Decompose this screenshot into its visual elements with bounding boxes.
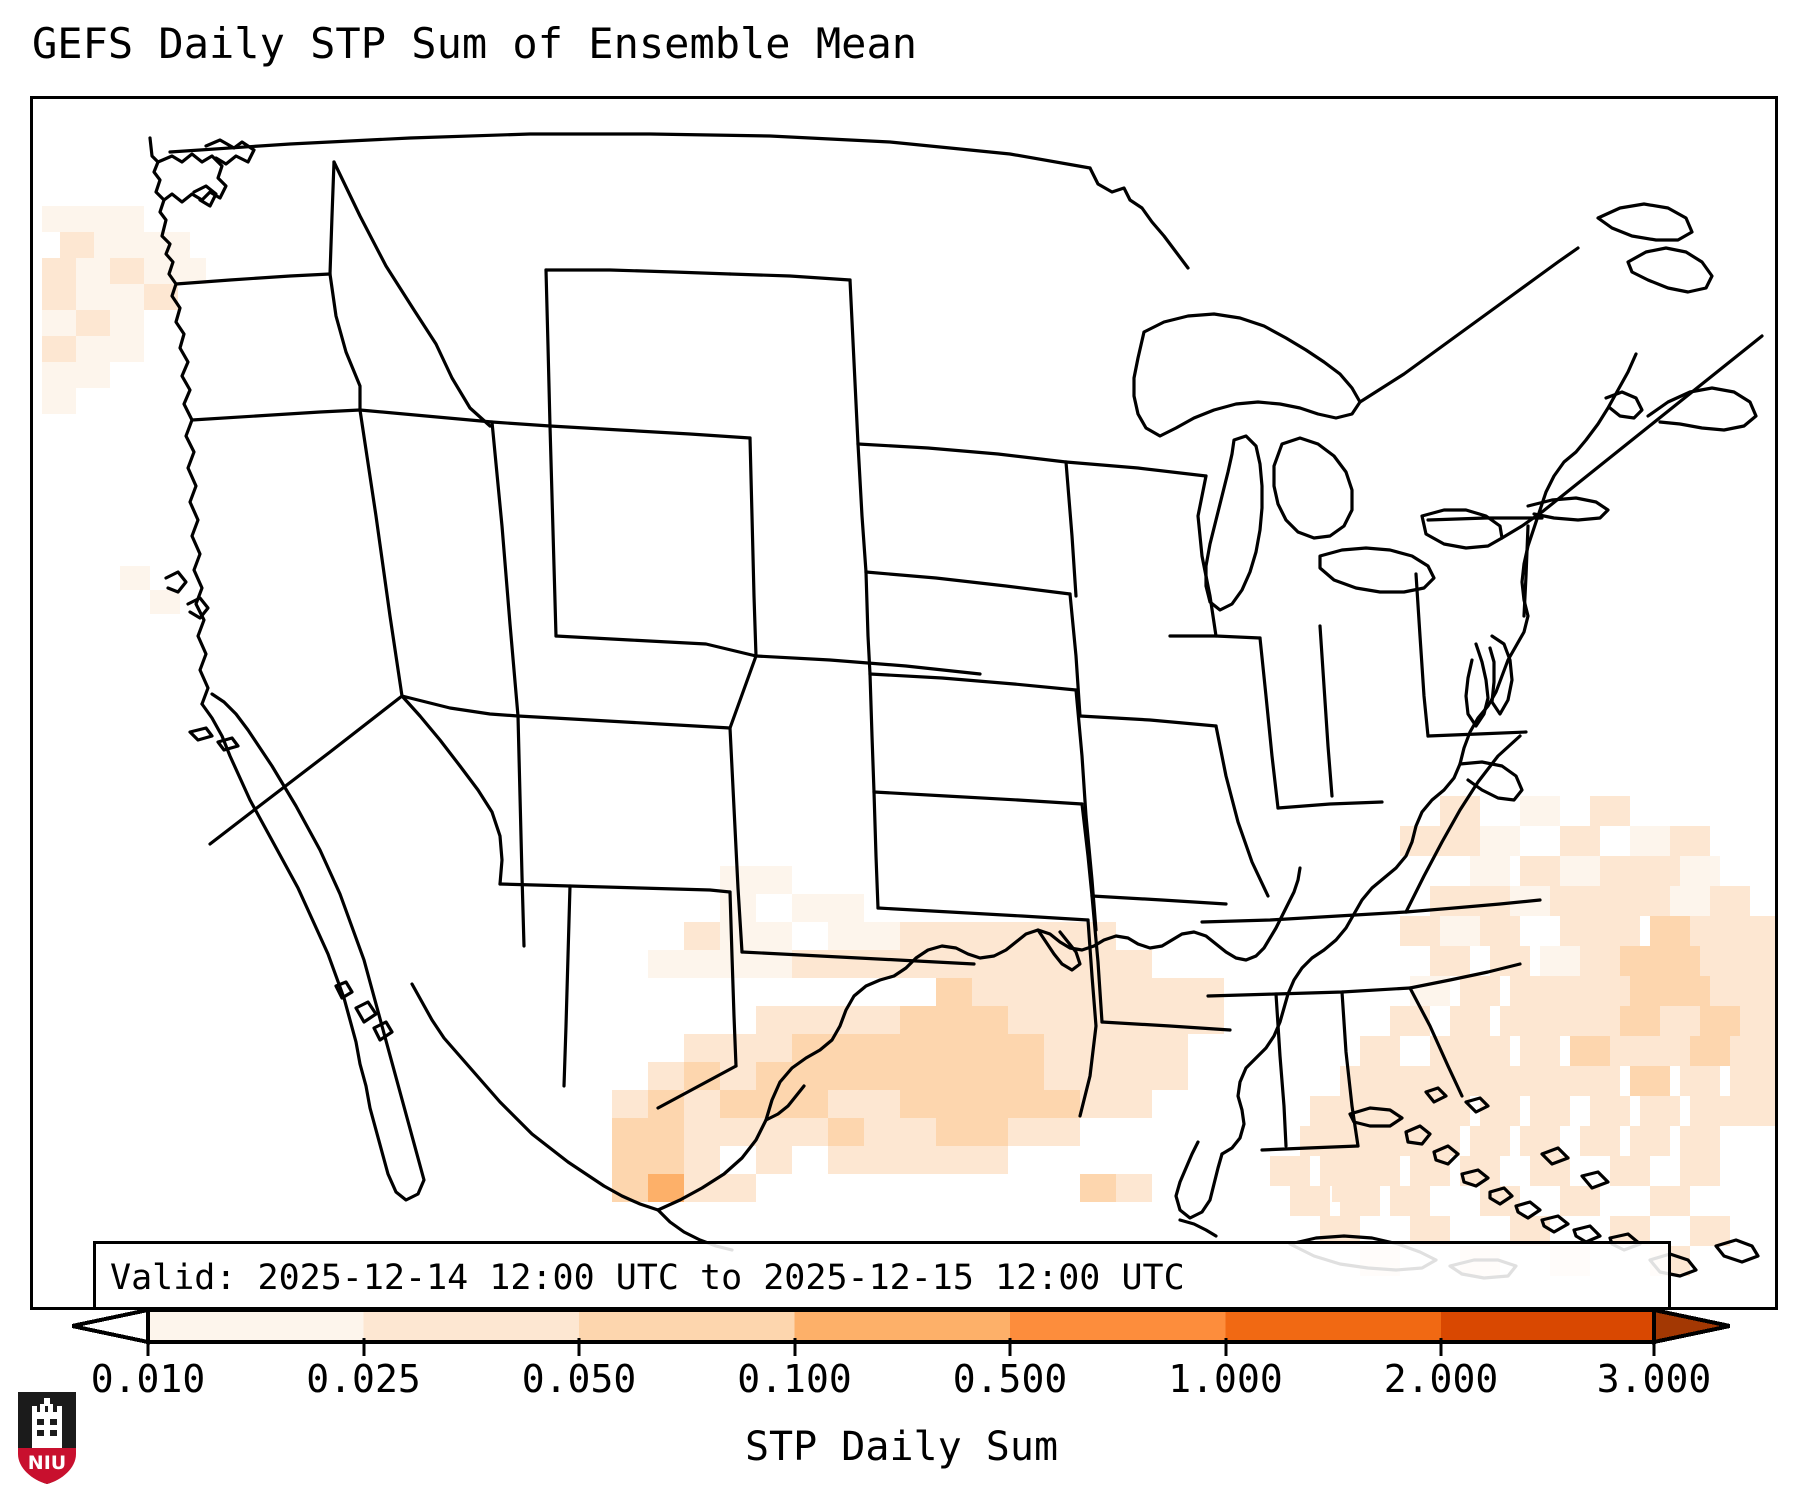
colorbar-tick-label: 0.100: [737, 1357, 852, 1401]
colorbar-tick-label: 3.000: [1596, 1357, 1712, 1401]
map-axes[interactable]: Valid: 2025-12-14 12:00 UTC to 2025-12-1…: [30, 96, 1778, 1310]
colorbar-label: STP Daily Sum: [744, 1424, 1059, 1470]
colorbar[interactable]: [72, 1306, 1730, 1346]
map-geography: [148, 132, 1764, 1280]
colorbar-tick-labels: 0.010 0.025 0.050 0.100 0.500 1.000 2.00…: [72, 1356, 1730, 1402]
valid-run-info-box: Valid: 2025-12-14 12:00 UTC to 2025-12-1…: [93, 1241, 1671, 1307]
niu-banner: [18, 1448, 76, 1484]
colorbar-tick: [577, 1338, 581, 1356]
colorbar-tick-label: 0.500: [952, 1357, 1068, 1401]
colorbar-tick: [1652, 1338, 1656, 1356]
colorbar-tick: [793, 1338, 796, 1356]
colorbar-tick-label: 0.050: [521, 1357, 637, 1401]
valid-time-line: Valid: 2025-12-14 12:00 UTC to 2025-12-1…: [110, 1258, 1185, 1298]
colorbar-ticks: [72, 1338, 1730, 1356]
colorbar-tick-label: 1.000: [1168, 1357, 1283, 1401]
tower-windows: [37, 1419, 57, 1436]
colorbar-tick-label: 0.025: [306, 1357, 421, 1401]
colorbar-tick: [1224, 1338, 1227, 1356]
colorbar-tick: [1439, 1338, 1443, 1356]
colorbar-gradient: [72, 1307, 1730, 1345]
colorbar-tick: [362, 1338, 365, 1356]
stp-data-layer: [42, 206, 1775, 1276]
colorbar-tick-label: 2.000: [1383, 1357, 1499, 1401]
niu-logo: NIU: [18, 1392, 76, 1484]
colorbar-tick-label: 0.010: [90, 1357, 206, 1401]
page-title: GEFS Daily STP Sum of Ensemble Mean: [32, 19, 918, 68]
colorbar-tick: [146, 1338, 150, 1356]
niu-banner-text: NIU: [28, 1452, 66, 1474]
colorbar-tick: [1008, 1338, 1012, 1356]
